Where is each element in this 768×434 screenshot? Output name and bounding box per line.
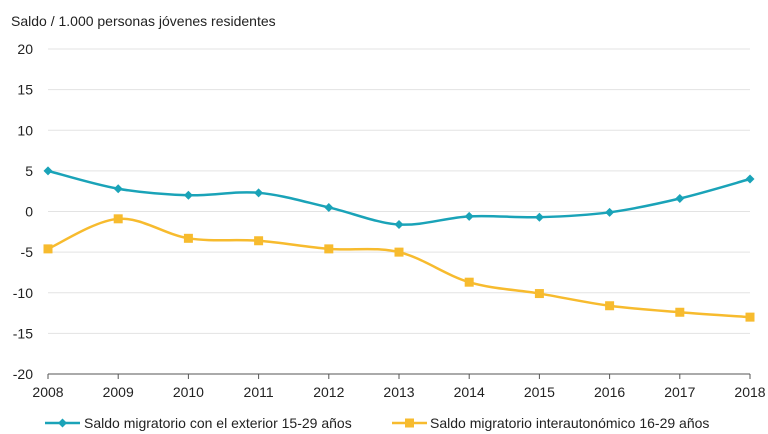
legend-swatch-marker: [405, 418, 414, 428]
x-tick-label: 2012: [313, 384, 344, 400]
x-tick-label: 2009: [103, 384, 134, 400]
grid: [47, 48, 751, 379]
series-1-point: [745, 174, 755, 184]
series-1-point: [43, 166, 53, 176]
y-tick-labels: 20 15 10 5 0 -5 -10 -15 -20: [13, 41, 33, 382]
series-line-1: [47, 169, 751, 226]
y-tick-label: -20: [13, 366, 33, 382]
series-1-point: [394, 220, 404, 229]
x-tick-label: 2016: [594, 384, 625, 400]
series-2-point: [745, 312, 755, 322]
y-tick-label: 10: [17, 122, 33, 138]
series-markers: [43, 166, 755, 322]
legend-label: Saldo migratorio con el exterior 15-29 a…: [84, 415, 352, 431]
series-2-point: [605, 301, 615, 311]
series-lines: [47, 169, 751, 319]
x-tick-label: 2015: [524, 384, 555, 400]
x-tick-label: 2010: [173, 384, 204, 400]
y-tick-label: 15: [17, 82, 33, 98]
y-tick-label: 5: [25, 163, 33, 179]
y-axis-title: Saldo / 1.000 personas jóvenes residente…: [11, 13, 276, 29]
y-tick-label: 20: [17, 41, 33, 57]
series-1-point: [605, 207, 615, 217]
legend-label: Saldo migratorio interautonómico 16-29 a…: [430, 415, 709, 431]
y-tick-label: 0: [25, 204, 33, 220]
series-2-point: [113, 214, 123, 224]
series-1-point: [113, 184, 123, 194]
y-tick-label: -10: [13, 285, 33, 301]
series-2-point: [464, 277, 474, 287]
x-tick-label: 2013: [383, 384, 414, 400]
y-tick-label: -15: [13, 325, 33, 341]
y-tick-label: -5: [21, 244, 34, 260]
x-tick-label: 2014: [454, 384, 485, 400]
x-tick-labels: 2008 2009 2010 2011 2012 2013 2014 2015 2016 2017…: [32, 384, 765, 400]
legend: Saldo migratorio con el exterior 15-29 a…: [45, 415, 709, 431]
series-1-point: [183, 190, 193, 200]
series-line-2: [47, 217, 751, 319]
legend-swatch-marker: [58, 418, 67, 428]
x-tick-label: 2008: [32, 384, 63, 400]
series-1-point: [254, 188, 264, 198]
x-tick-label: 2018: [734, 384, 765, 400]
series-2-point: [534, 289, 544, 299]
series-2-point: [183, 233, 193, 243]
series-2-point: [394, 247, 404, 257]
series-1-point: [534, 212, 544, 222]
series-2-point: [254, 236, 264, 246]
series-2-point: [675, 307, 685, 317]
x-tick-label: 2011: [244, 384, 274, 400]
x-tick-label: 2017: [664, 384, 695, 400]
series-1-point: [675, 194, 685, 203]
series-2-point: [324, 244, 334, 254]
series-1-point: [464, 211, 474, 221]
series-1-point: [324, 202, 334, 212]
series-2-point: [43, 244, 53, 254]
